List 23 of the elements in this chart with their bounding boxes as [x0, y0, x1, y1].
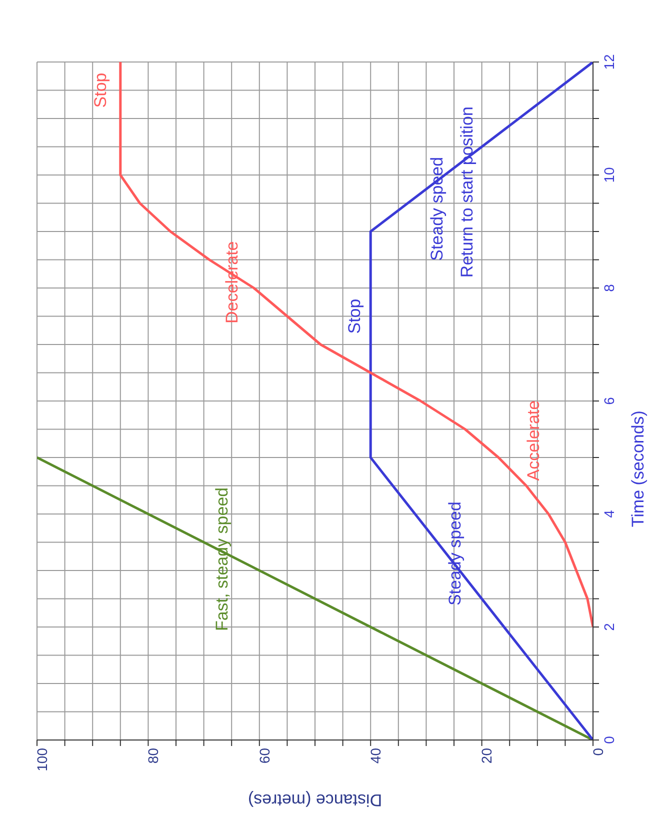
x-tick-label: 60: [256, 748, 272, 764]
annotation: Steady speed: [428, 156, 447, 261]
annotation: Fast, steady speed: [212, 487, 232, 632]
y-tick-label: 12: [600, 54, 617, 70]
annotation: Decelerate: [222, 241, 242, 324]
x-tick-label: 40: [368, 748, 384, 764]
annotation: Accelerate: [524, 400, 543, 481]
x-axis-title: Distance (metres): [248, 790, 382, 810]
y-tick-label: 10: [600, 167, 617, 183]
x-tick-label: 20: [478, 748, 495, 764]
y-tick-label: 0: [600, 736, 617, 744]
y-tick-label: 4: [600, 510, 617, 518]
x-tick-label: 0: [590, 748, 606, 756]
y-tick-label: 6: [600, 396, 617, 405]
y-tick-label: 8: [600, 284, 617, 292]
y-tick-label: 2: [600, 622, 617, 631]
x-tick-label: 80: [145, 748, 162, 764]
y-axis-title: Time (seconds): [628, 410, 648, 528]
line-series: [119, 62, 593, 628]
annotation: Stop: [90, 72, 110, 108]
x-tick-label: 100: [34, 748, 50, 772]
annotation: Stop: [345, 298, 364, 334]
annotation: Return to start position: [457, 106, 476, 278]
